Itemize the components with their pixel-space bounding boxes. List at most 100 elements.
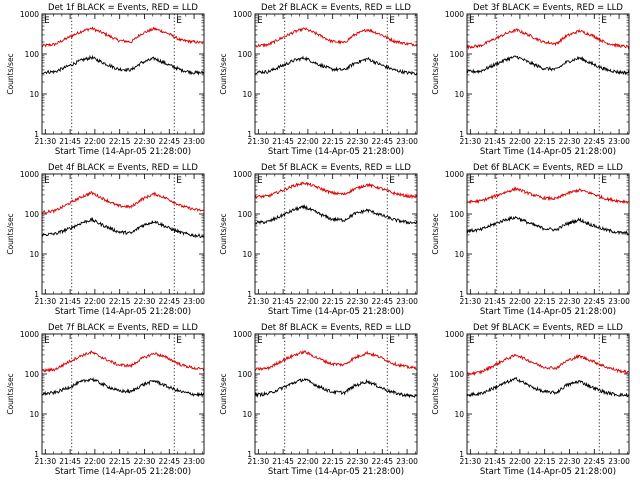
lld-rate-line — [254, 181, 418, 200]
plot-frame — [41, 333, 205, 455]
chart-title: Det 7f BLACK = Events, RED = LLD — [48, 323, 198, 333]
x-axis-label: Start Time (14-Apr-05 21:28:00) — [268, 467, 404, 477]
x-axis-label: Start Time (14-Apr-05 21:28:00) — [480, 467, 616, 477]
x-tick-label: 22:30 — [559, 457, 581, 466]
x-tick-label: 23:00 — [608, 137, 630, 146]
chart-title: Det 3f BLACK = Events, RED = LLD — [473, 3, 623, 13]
lld-rate-line — [466, 186, 630, 205]
x-tick-label: 21:45 — [484, 297, 506, 306]
x-tick-label: 22:00 — [297, 297, 319, 306]
x-tick-label: 22:15 — [109, 137, 131, 146]
x-tick-label: 22:30 — [134, 137, 156, 146]
x-tick-label: 22:45 — [371, 297, 393, 306]
x-axis-label: Start Time (14-Apr-05 21:28:00) — [55, 147, 191, 157]
x-tick-label: 22:15 — [109, 297, 131, 306]
x-axis-label: Start Time (14-Apr-05 21:28:00) — [480, 147, 616, 157]
event-marker-label: E — [601, 176, 607, 186]
event-marker-label: E — [257, 16, 263, 26]
x-tick-label: 22:30 — [347, 137, 369, 146]
chart-panel: Det 6f BLACK = Events, RED = LLD Counts/s… — [431, 163, 630, 317]
events-rate-line — [466, 376, 630, 398]
event-marker-label: E — [469, 336, 475, 346]
x-tick-label: 21:45 — [272, 137, 294, 146]
event-marker-label: E — [389, 176, 395, 186]
y-tick-label: 100 — [238, 210, 253, 219]
plot-frame — [254, 13, 418, 135]
x-tick-label: 22:15 — [534, 297, 556, 306]
event-marker-label: E — [176, 336, 182, 346]
event-marker-label: E — [469, 16, 475, 26]
y-tick-label: 1000 — [20, 170, 39, 179]
x-tick-label: 23:00 — [396, 297, 418, 306]
chart-panel: Det 8f BLACK = Events, RED = LLD Counts/s… — [219, 323, 418, 477]
x-tick-label: 22:00 — [509, 297, 531, 306]
x-tick-label: 22:00 — [509, 457, 531, 466]
y-tick-label: 10 — [454, 410, 464, 419]
events-rate-line — [466, 55, 630, 76]
x-tick-label: 22:00 — [84, 457, 106, 466]
x-tick-label: 22:30 — [559, 297, 581, 306]
y-tick-label: 1000 — [20, 10, 39, 19]
plot-frame — [41, 173, 205, 295]
event-marker-label: E — [601, 336, 607, 346]
plot-frame — [466, 13, 630, 135]
events-rate-line — [466, 215, 630, 236]
x-tick-label: 21:45 — [272, 457, 294, 466]
events-rate-line — [254, 377, 418, 399]
lld-rate-line — [466, 353, 630, 377]
x-tick-label: 22:00 — [84, 297, 106, 306]
y-tick-label: 1000 — [233, 170, 252, 179]
x-tick-label: 23:00 — [396, 137, 418, 146]
chart-panel: Det 5f BLACK = Events, RED = LLD Counts/s… — [219, 163, 418, 317]
x-tick-label: 22:45 — [158, 457, 180, 466]
lld-rate-line — [41, 26, 205, 48]
x-tick-label: 21:45 — [59, 457, 81, 466]
x-tick-label: 22:15 — [322, 137, 344, 146]
lld-rate-line — [254, 26, 418, 48]
y-tick-label: 1000 — [445, 330, 464, 339]
x-tick-label: 23:00 — [396, 457, 418, 466]
x-tick-label: 21:45 — [59, 137, 81, 146]
events-rate-line — [254, 203, 418, 226]
x-tick-label: 22:45 — [583, 297, 605, 306]
y-tick-label: 100 — [450, 370, 465, 379]
chart-title: Det 5f BLACK = Events, RED = LLD — [261, 163, 411, 173]
x-tick-label: 21:30 — [247, 297, 269, 306]
y-tick-label: 100 — [25, 50, 40, 59]
y-tick-label: 1 — [459, 450, 464, 459]
y-axis-label: Counts/sec — [431, 53, 440, 94]
y-tick-label: 1000 — [233, 330, 252, 339]
y-axis-label: Counts/sec — [219, 373, 228, 414]
y-tick-label: 1000 — [233, 10, 252, 19]
y-tick-label: 10 — [29, 410, 39, 419]
x-axis-label: Start Time (14-Apr-05 21:28:00) — [268, 147, 404, 157]
x-tick-label: 21:30 — [34, 457, 56, 466]
x-tick-label: 22:30 — [134, 297, 156, 306]
x-axis-label: Start Time (14-Apr-05 21:28:00) — [480, 307, 616, 317]
x-tick-label: 23:00 — [608, 297, 630, 306]
events-rate-line — [41, 54, 205, 76]
x-tick-label: 21:45 — [272, 297, 294, 306]
events-rate-line — [254, 55, 418, 75]
chart-panel: Det 9f BLACK = Events, RED = LLD Counts/s… — [431, 323, 630, 477]
y-tick-label: 1 — [247, 450, 252, 459]
x-axis-label: Start Time (14-Apr-05 21:28:00) — [55, 307, 191, 317]
chart-title: Det 9f BLACK = Events, RED = LLD — [473, 323, 623, 333]
y-tick-label: 10 — [29, 90, 39, 99]
x-tick-label: 22:15 — [534, 457, 556, 466]
lld-rate-line — [41, 350, 205, 373]
y-tick-label: 1000 — [20, 330, 39, 339]
plot-frame — [466, 173, 630, 295]
x-tick-label: 23:00 — [608, 457, 630, 466]
lld-rate-line — [254, 349, 418, 371]
x-tick-label: 21:30 — [459, 297, 481, 306]
event-marker-label: E — [389, 336, 395, 346]
x-tick-label: 21:30 — [247, 137, 269, 146]
x-tick-label: 22:30 — [347, 297, 369, 306]
y-axis-label: Counts/sec — [219, 53, 228, 94]
y-tick-label: 1 — [459, 290, 464, 299]
event-marker-label: E — [44, 336, 50, 346]
y-tick-label: 100 — [450, 210, 465, 219]
y-tick-label: 1000 — [445, 170, 464, 179]
x-tick-label: 23:00 — [183, 297, 205, 306]
